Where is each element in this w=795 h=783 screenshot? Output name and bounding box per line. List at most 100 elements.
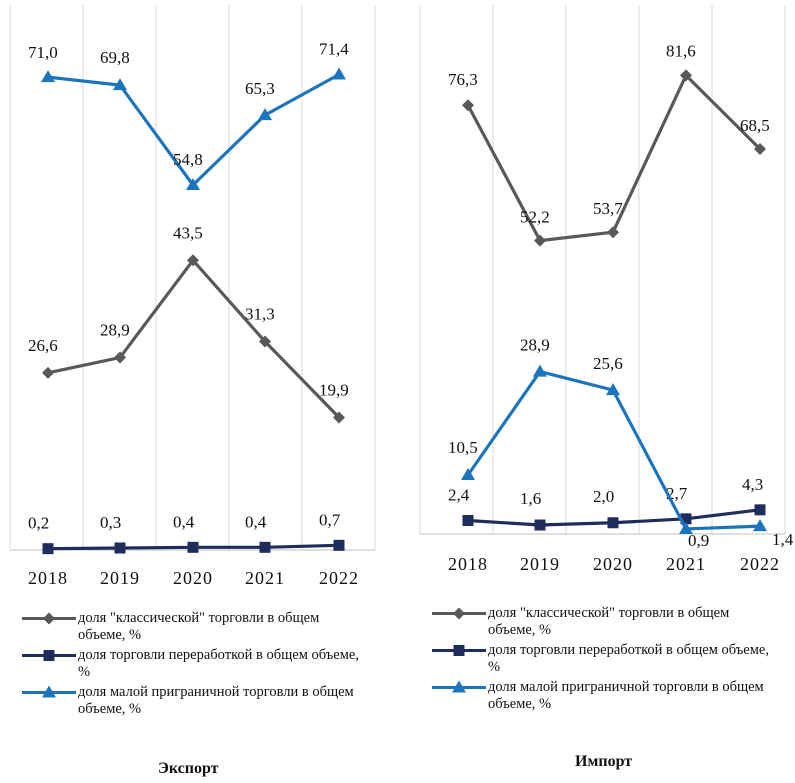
data-point: [462, 99, 474, 112]
x-tick-label: 2022: [740, 554, 780, 574]
import-chart: 2018 2019 2020 2021 2022 76,3 52,2 53,7 81,6 68,5…: [419, 5, 794, 574]
legend-label: доля "классической" торговли в общем объ…: [78, 610, 320, 643]
data-point: [754, 504, 766, 516]
data-label: 69,8: [100, 48, 130, 67]
data-label: 81,6: [666, 41, 696, 60]
x-tick-label: 2019: [100, 568, 140, 588]
legend-label: доля малой приграничной торговли в общем…: [78, 684, 354, 717]
data-label: 1,6: [520, 489, 541, 508]
data-point: [186, 178, 200, 191]
data-label: 43,5: [173, 223, 203, 242]
x-tick-label: 2020: [593, 554, 633, 574]
legend-square-marker-icon: [432, 645, 486, 656]
data-label: 28,9: [520, 336, 550, 355]
legend-item-processing: доля торговли переработкой в общем объем…: [20, 647, 368, 681]
data-point: [259, 541, 271, 553]
data-label: 0,2: [28, 514, 49, 533]
data-point: [607, 226, 619, 239]
import-legend: доля "классической" торговли в общем объ…: [430, 605, 778, 716]
data-label: 76,3: [448, 70, 478, 89]
data-point: [534, 519, 546, 531]
x-tick-label: 2021: [245, 568, 285, 588]
legend-triangle-marker-icon: [432, 680, 486, 693]
data-label: 0,4: [245, 512, 267, 531]
data-label: 53,7: [593, 199, 623, 218]
data-point: [679, 521, 693, 534]
data-point: [462, 515, 474, 527]
data-label: 52,2: [520, 208, 550, 227]
data-point: [753, 519, 767, 532]
data-point: [607, 517, 619, 529]
data-label: 1,4: [772, 530, 794, 549]
legend-item-classic: доля "классической" торговли в общем объ…: [430, 605, 778, 639]
x-tick-label: 2018: [28, 568, 68, 588]
data-point: [259, 335, 271, 348]
x-tick-label: 2019: [520, 554, 560, 574]
legend-label: доля малой приграничной торговли в общем…: [488, 679, 764, 712]
legend-marker: [42, 685, 56, 698]
data-point: [333, 539, 345, 551]
legend-item-border-trade: доля малой приграничной торговли в общем…: [20, 684, 368, 718]
legend-square-marker-icon: [22, 650, 76, 661]
data-label: 19,9: [319, 380, 349, 399]
data-point: [258, 108, 272, 121]
x-tick-label: 2020: [173, 568, 213, 588]
data-label: 31,3: [245, 305, 275, 324]
data-label: 2,0: [593, 487, 614, 506]
legend-marker: [43, 612, 55, 625]
data-label: 71,4: [319, 39, 349, 58]
data-label: 10,5: [448, 438, 478, 457]
x-tick-label: 2021: [666, 554, 706, 574]
legend-marker: [453, 607, 465, 620]
legend-item-border-trade: доля малой приграничной торговли в общем…: [430, 679, 778, 713]
data-label: 26,6: [28, 336, 58, 355]
data-point: [754, 143, 766, 156]
data-label: 4,3: [742, 475, 763, 494]
legend-item-classic: доля "классической" торговли в общем объ…: [20, 610, 368, 644]
data-label: 65,3: [245, 79, 275, 98]
data-point: [114, 542, 126, 554]
legend-label: доля "классической" торговли в общем объ…: [488, 605, 730, 638]
data-point: [113, 78, 127, 91]
legend-marker: [43, 650, 55, 661]
data-point: [114, 351, 126, 364]
data-point: [187, 541, 199, 553]
legend-marker: [453, 645, 465, 656]
series-line: [47, 258, 341, 419]
import-chart-title: Импорт: [575, 753, 633, 770]
data-label: 54,8: [173, 150, 203, 169]
legend-marker: [452, 680, 466, 693]
legend-triangle-marker-icon: [22, 685, 76, 698]
data-label: 0,4: [173, 512, 195, 531]
legend-label: доля торговли переработкой в общем объем…: [488, 642, 769, 675]
legend-label: доля торговли переработкой в общем объем…: [78, 647, 359, 680]
export-chart-title: Экспорт: [158, 760, 219, 777]
legend-diamond-marker-icon: [432, 607, 486, 620]
legend-item-processing: доля торговли переработкой в общем объем…: [430, 642, 778, 676]
data-point: [333, 411, 345, 424]
legend-diamond-marker-icon: [22, 612, 76, 625]
data-point: [606, 383, 620, 396]
data-point: [680, 513, 692, 525]
data-point: [187, 254, 199, 267]
x-tick-label: 2022: [319, 568, 359, 588]
data-point: [332, 67, 346, 80]
export-chart: 2018 2019 2020 2021 2022 26,6 28,9 43,5 31,3 19,9…: [9, 5, 376, 588]
data-label: 68,5: [740, 116, 770, 135]
data-label: 0,3: [100, 513, 121, 532]
data-point: [533, 364, 547, 377]
data-label: 0,7: [319, 510, 341, 529]
data-point: [461, 467, 475, 480]
data-point: [534, 234, 546, 247]
data-point: [41, 70, 55, 83]
data-label: 71,0: [28, 43, 58, 62]
data-point: [42, 543, 54, 555]
data-label: 2,4: [448, 486, 470, 505]
data-label: 0,9: [688, 531, 709, 550]
data-point: [42, 366, 54, 379]
data-label: 25,6: [593, 354, 623, 373]
data-label: 28,9: [100, 321, 130, 340]
export-legend: доля "классической" торговли в общем объ…: [20, 610, 368, 721]
data-point: [680, 69, 692, 82]
